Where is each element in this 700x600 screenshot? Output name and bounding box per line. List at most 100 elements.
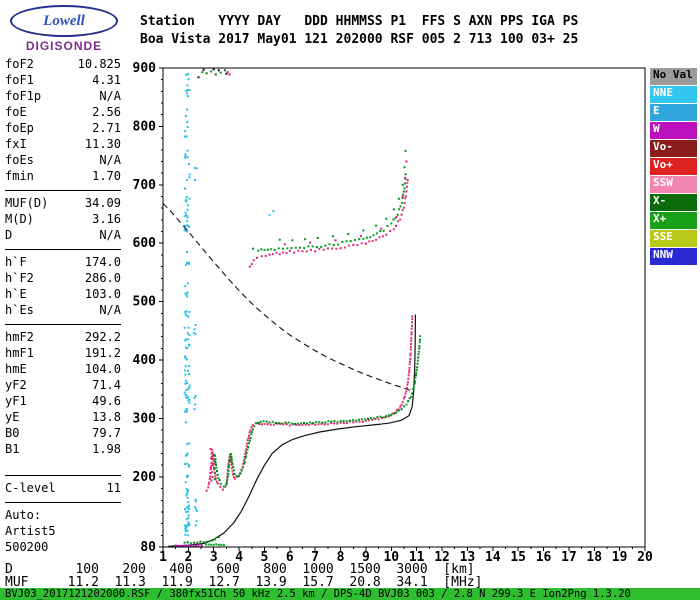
legend-item: Vo- [650,140,697,157]
param-value: 2.71 [92,121,121,135]
param-value: 103.0 [84,287,121,301]
x-tick-label: 18 [586,550,602,565]
param-value: 1.70 [92,169,121,183]
param-label: foE [5,105,27,119]
x-tick-label: 20 [637,550,653,565]
y-tick-label: 400 [133,353,157,368]
legend-item: Vo+ [650,158,697,175]
param-row: foEs N/A [5,152,121,168]
legend-item: NNW [650,248,697,265]
param-label: 500200 [5,540,49,554]
param-label: yF2 [5,378,27,392]
legend-label: No Val [653,68,693,81]
param-label: B0 [5,426,20,440]
param-value: N/A [99,153,121,167]
param-value: 2.56 [92,105,121,119]
x-tick-label: 3 [210,550,218,565]
logo-lowell-text: Lowell [43,12,85,29]
param-row: yE 13.8 [5,409,121,425]
param-label: h`Es [5,303,34,317]
x-tick-label: 12 [434,550,450,565]
param-value: 191.2 [84,346,121,360]
param-row: D N/A [5,227,121,243]
legend-item: X- [650,194,697,211]
x-tick-label: 2 [184,550,192,565]
param-label: fmin [5,169,34,183]
y-tick-label: 800 [133,119,157,134]
legend-label: X+ [653,212,667,225]
legend-item: W [650,122,697,139]
param-group: hmF2 292.2 hmF1 191.2 hmE 104.0 yF2 71.4 yF1 49.6… [5,324,121,457]
y-tick-label: 600 [133,236,157,251]
x-tick-label: 16 [536,550,552,565]
param-value: 286.0 [84,271,121,285]
legend-item: No Val [650,68,697,85]
param-value: 13.8 [92,410,121,424]
param-row: hmE 104.0 [5,361,121,377]
param-value: 3.16 [92,212,121,226]
x-tick-label: 5 [261,550,269,565]
legend-label: SSE [653,230,673,243]
param-row: Artist5 [5,523,121,539]
param-value: 292.2 [84,330,121,344]
distance-row: D 100 200 400 600 800 1000 1500 3000 [km… [5,562,475,577]
param-row: hmF1 191.2 [5,345,121,361]
param-label: h`F [5,255,27,269]
param-group: MUF(D) 34.09 M(D) 3.16 D N/A [5,190,121,243]
x-tick-label: 17 [561,550,577,565]
param-value: N/A [99,228,121,242]
muf-row: MUF 11.2 11.3 11.9 12.7 13.9 15.7 20.8 3… [5,575,483,590]
param-label: yF1 [5,394,27,408]
parameter-panel: foF2 10.825 foF1 4.31 foF1p N/A foE 2.56 foEp 2.7… [5,56,121,555]
param-group: C-level 11 [5,475,121,496]
param-row: 500200 [5,539,121,555]
param-row: foF1p N/A [5,88,121,104]
param-label: Auto: [5,508,42,522]
param-row: h`F 174.0 [5,254,121,270]
param-value: 49.6 [92,394,121,408]
x-tick-label: 11 [409,550,425,565]
lowell-digisonde-logo: Lowell DIGISONDE [8,5,120,53]
x-tick-label: 7 [311,550,319,565]
x-tick-label: 15 [510,550,526,565]
param-value: N/A [99,303,121,317]
y-tick-label: 500 [133,295,157,310]
y-tick-label: 200 [133,470,157,485]
param-value: 11.30 [84,137,121,151]
legend-label: NNE [653,86,673,99]
legend-item: E [650,104,697,121]
param-value: 79.7 [92,426,121,440]
param-label: foF1p [5,89,42,103]
param-value: 4.31 [92,73,121,87]
status-bar: BVJ03_2017121202000.RSF / 380fx51Ch 50 k… [0,588,700,600]
doppler-direction-legend: No Val NNE E W Vo- Vo+ SSW X- X+ SSE NNW [650,68,697,266]
legend-label: Vo+ [653,158,673,171]
y-tick-label: 300 [133,411,157,426]
param-row: B0 79.7 [5,425,121,441]
param-row: foF2 10.825 [5,56,121,72]
param-label: Artist5 [5,524,56,538]
param-label: B1 [5,442,20,456]
param-row: fxI 11.30 [5,136,121,152]
param-row: M(D) 3.16 [5,211,121,227]
y-tick-label: 900 [133,61,157,76]
param-value: 104.0 [84,362,121,376]
x-tick-label: 14 [485,550,501,565]
param-value: 71.4 [92,378,121,392]
param-row: yF1 49.6 [5,393,121,409]
legend-label: X- [653,194,667,207]
y-tick-label: 700 [133,178,157,193]
x-tick-label: 19 [612,550,628,565]
header-values-row: Boa Vista 2017 May01 121 202000 RSF 005 … [140,32,579,47]
legend-item: X+ [650,212,697,229]
param-value: 10.825 [77,57,121,71]
param-value: 11 [106,481,121,495]
x-tick-label: 4 [235,550,243,565]
param-label: C-level [5,481,56,495]
legend-label: NNW [653,248,673,261]
legend-label: Vo- [653,140,673,153]
param-value: 34.09 [84,196,121,210]
legend-label: SSW [653,176,673,189]
param-row: fmin 1.70 [5,168,121,184]
